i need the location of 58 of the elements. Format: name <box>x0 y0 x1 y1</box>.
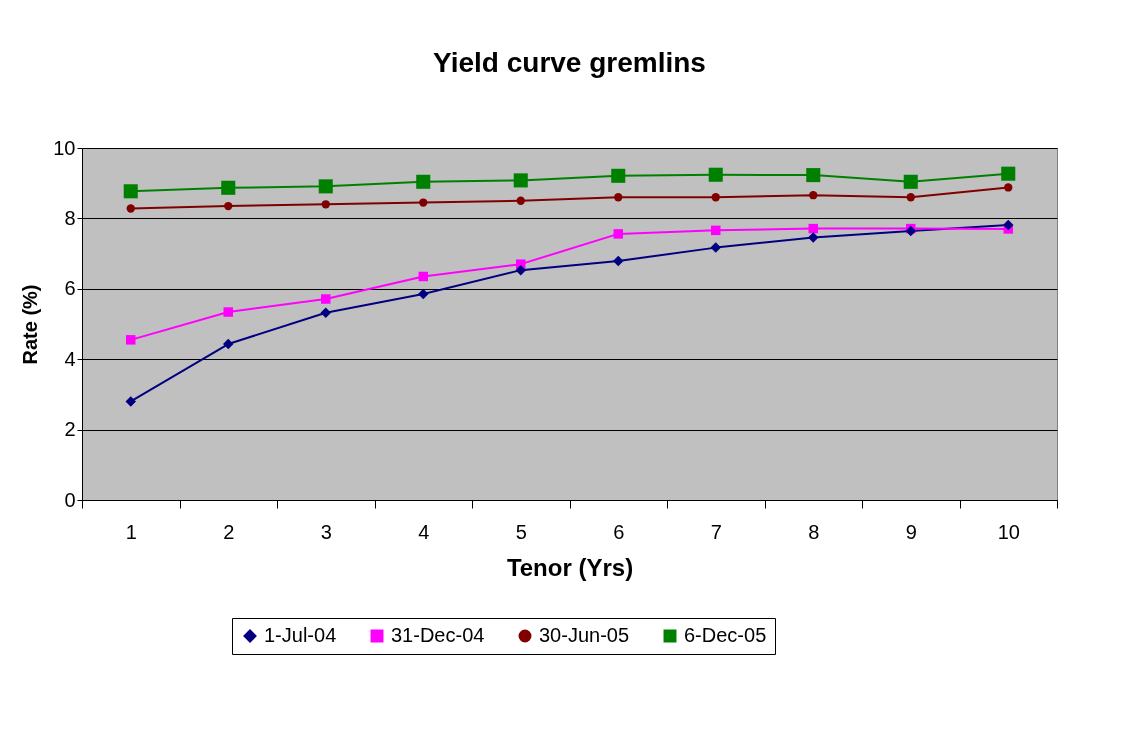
legend-label: 1-Jul-04 <box>264 624 337 646</box>
point <box>126 204 135 213</box>
point <box>1004 183 1013 192</box>
point <box>906 193 915 202</box>
point <box>1003 219 1014 231</box>
x-tick-label: 9 <box>905 520 917 543</box>
x-tick-label: 8 <box>808 520 820 543</box>
point <box>1001 166 1016 181</box>
point <box>321 200 330 209</box>
x-tick-label: 4 <box>418 520 430 543</box>
legend-label: 30-Jun-05 <box>539 624 630 646</box>
y-tick-label: 2 <box>64 418 76 441</box>
point <box>516 196 525 205</box>
y-tick-label: 6 <box>64 277 76 300</box>
point <box>318 179 333 194</box>
point <box>321 294 331 304</box>
x-tick-label: 2 <box>223 520 235 543</box>
y-tick-label: 8 <box>64 206 76 229</box>
point <box>809 190 818 200</box>
y-tick-label: 0 <box>64 488 76 511</box>
legend-label: 31-Dec-04 <box>391 624 485 646</box>
point <box>126 335 136 345</box>
point <box>611 168 626 183</box>
point <box>806 168 821 183</box>
point <box>515 264 526 276</box>
point <box>418 288 429 300</box>
point <box>711 193 720 202</box>
x-tick-label: 1 <box>125 520 137 543</box>
point <box>418 271 428 282</box>
point <box>419 198 428 207</box>
point <box>903 174 918 189</box>
point <box>223 338 234 350</box>
point <box>711 225 721 236</box>
point <box>808 232 819 243</box>
point <box>221 180 236 195</box>
point <box>125 396 136 407</box>
point <box>614 193 623 202</box>
x-tick-label: 3 <box>320 520 332 543</box>
x-tick-label: 10 <box>997 520 1020 543</box>
y-tick-label: 10 <box>53 136 76 159</box>
point <box>613 229 623 239</box>
x-tick-label: 5 <box>515 520 527 543</box>
point <box>513 173 528 188</box>
point <box>710 242 721 253</box>
y-tick-label: 4 <box>64 347 76 370</box>
y-axis-title: Rate (%) <box>19 284 42 365</box>
point <box>320 307 331 318</box>
x-axis-title: Tenor (Yrs) <box>506 553 634 581</box>
point <box>613 255 624 267</box>
chart-title: Yield curve gremlins <box>433 47 706 78</box>
point <box>708 167 723 182</box>
point <box>123 184 138 199</box>
point <box>223 307 233 317</box>
point <box>416 174 431 189</box>
legend-label: 6-Dec-05 <box>684 624 767 646</box>
x-tick-label: 6 <box>613 520 625 543</box>
x-tick-label: 7 <box>710 520 722 543</box>
point <box>224 201 233 211</box>
